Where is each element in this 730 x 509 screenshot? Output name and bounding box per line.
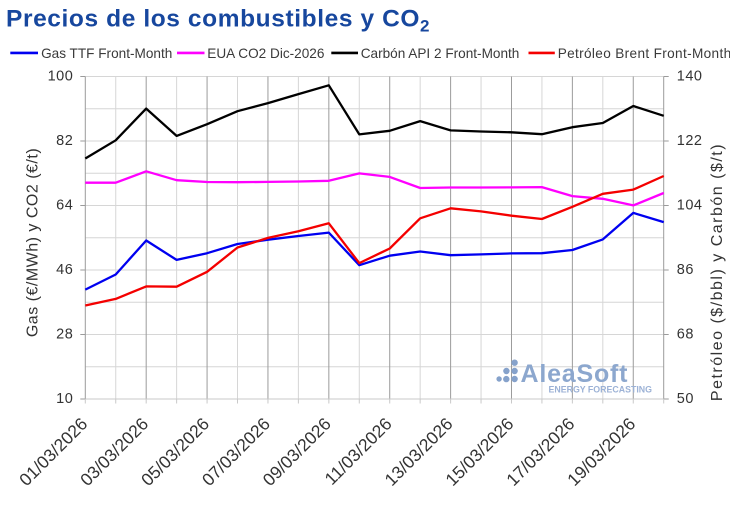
svg-text:64: 64 [56,198,73,214]
svg-text:50: 50 [677,391,694,407]
svg-text:EUA CO2 Dic-2026: EUA CO2 Dic-2026 [207,46,324,61]
svg-text:122: 122 [677,133,703,149]
svg-text:Petróleo ($/bbl) y Carbón ($/t: Petróleo ($/bbl) y Carbón ($/t) [709,143,726,401]
svg-text:86: 86 [677,262,694,278]
svg-text:46: 46 [56,262,73,278]
svg-text:ENERGY FORECASTING: ENERGY FORECASTING [549,385,653,395]
svg-text:Gas (€/MWh) y CO2 (€/t): Gas (€/MWh) y CO2 (€/t) [25,148,42,337]
svg-text:100: 100 [48,69,74,85]
svg-text:28: 28 [56,327,73,343]
svg-text:Carbón API 2 Front-Month: Carbón API 2 Front-Month [361,46,520,61]
svg-text:68: 68 [677,327,694,343]
svg-text:Petróleo Brent Front-Month: Petróleo Brent Front-Month [558,46,730,61]
svg-text:104: 104 [677,198,703,214]
svg-text:Precios de los combustibles y: Precios de los combustibles y CO2 [6,6,430,36]
svg-text:10: 10 [56,391,73,407]
svg-text:140: 140 [677,69,703,85]
svg-text:82: 82 [56,133,73,149]
svg-text:Gas TTF Front-Month: Gas TTF Front-Month [41,46,172,61]
svg-text:AleaSoft: AleaSoft [521,360,629,388]
